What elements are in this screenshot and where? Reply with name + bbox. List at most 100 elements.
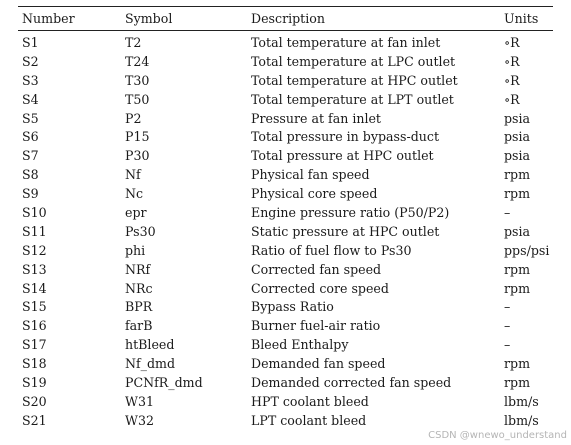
cell-description: Demanded corrected fan speed [251, 375, 452, 391]
table-row: S20 W31 HPT coolant bleed lbm/s [18, 393, 553, 412]
cell-number: S1 [22, 35, 39, 50]
cell-description: HPT coolant bleed [251, 393, 369, 409]
table-row: S3 T30 Total temperature at HPC outlet ∘R [18, 72, 553, 91]
table-row: S16 farB Burner fuel-air ratio – [18, 317, 553, 336]
table-row: S15 BPR Bypass Ratio – [18, 298, 553, 317]
cell-description: Bleed Enthalpy [251, 337, 349, 353]
cell-units: rpm [504, 261, 531, 277]
cell-number: S10 [22, 205, 47, 221]
cell-symbol: W31 [125, 393, 154, 409]
table-row: S7 P30 Total pressure at HPC outlet psia [18, 147, 553, 166]
cell-units: ∘R [504, 91, 520, 107]
cell-description: Total temperature at fan inlet [251, 35, 441, 50]
table-row: S2 T24 Total temperature at LPC outlet ∘R [18, 53, 553, 72]
cell-symbol: htBleed [125, 337, 175, 353]
cell-description: Total temperature at LPT outlet [251, 91, 454, 107]
cell-units: psia [504, 129, 531, 145]
cell-number: S9 [22, 186, 39, 202]
cell-symbol: T24 [125, 53, 150, 69]
cell-number: S8 [22, 167, 39, 183]
cell-number: S15 [22, 299, 47, 315]
cell-symbol: Nc [125, 186, 144, 202]
table-row: S17 htBleed Bleed Enthalpy – [18, 336, 553, 355]
cell-symbol: P15 [125, 129, 150, 145]
cell-description: Ratio of fuel flow to Ps30 [251, 242, 412, 258]
table-row: S6 P15 Total pressure in bypass-duct psia [18, 128, 553, 147]
cell-number: S13 [22, 261, 47, 277]
cell-description: Demanded fan speed [251, 356, 386, 372]
cell-description: Engine pressure ratio (P50/P2) [251, 205, 450, 221]
cell-number: S5 [22, 110, 39, 126]
cell-symbol: P2 [125, 110, 142, 126]
cell-number: S17 [22, 337, 47, 353]
cell-units: rpm [504, 375, 531, 391]
cell-symbol: NRc [125, 280, 153, 296]
cell-units: ∘R [504, 53, 520, 69]
cell-symbol: PCNfR_dmd [125, 375, 203, 391]
cell-units: pps/psi [504, 242, 550, 258]
cell-symbol: BPR [125, 299, 153, 315]
cell-description: Physical core speed [251, 186, 378, 202]
table-row: S8 Nf Physical fan speed rpm [18, 166, 553, 185]
cell-number: S12 [22, 242, 47, 258]
column-header-units: Units [504, 11, 539, 26]
cell-units: – [504, 337, 511, 353]
cell-symbol: Nf_dmd [125, 356, 176, 372]
column-header-description: Description [251, 11, 325, 26]
cell-units: – [504, 318, 511, 334]
table-row: S13 NRf Corrected fan speed rpm [18, 261, 553, 280]
cell-description: LPT coolant bleed [251, 412, 367, 428]
table-row: S1 T2 Total temperature at fan inlet ∘R [18, 34, 553, 53]
table-row: S19 PCNfR_dmd Demanded corrected fan speed… [18, 374, 553, 393]
cell-description: Total temperature at LPC outlet [251, 53, 456, 69]
table-row: S12 phi Ratio of fuel flow to Ps30 pps/psi [18, 242, 553, 261]
cell-symbol: Ps30 [125, 223, 156, 239]
table-row: S11 Ps30 Static pressure at HPC outlet psia [18, 223, 553, 242]
cell-symbol: W32 [125, 412, 154, 428]
cell-number: S11 [22, 223, 47, 239]
table-row: S18 Nf_dmd Demanded fan speed rpm [18, 355, 553, 374]
cell-number: S3 [22, 72, 39, 88]
cell-number: S16 [22, 318, 47, 334]
cell-number: S2 [22, 53, 39, 69]
table-header-rule [18, 30, 553, 31]
cell-units: psia [504, 148, 531, 164]
cell-units: – [504, 299, 511, 315]
cell-description: Total temperature at HPC outlet [251, 72, 458, 88]
cell-number: S21 [22, 412, 47, 428]
column-header-symbol: Symbol [125, 11, 173, 26]
cell-units: – [504, 205, 511, 221]
table-body: S1 T2 Total temperature at fan inlet ∘R S2 T2… [18, 31, 553, 431]
table-row: S10 epr Engine pressure ratio (P50/P2) – [18, 204, 553, 223]
cell-symbol: T50 [125, 91, 150, 107]
table-row: S9 Nc Physical core speed rpm [18, 185, 553, 204]
cell-description: Total pressure at HPC outlet [251, 148, 434, 164]
cell-units: rpm [504, 186, 531, 202]
column-header-number: Number [22, 11, 75, 26]
cell-units: rpm [504, 280, 531, 296]
table-row: S5 P2 Pressure at fan inlet psia [18, 110, 553, 129]
cell-units: psia [504, 223, 531, 239]
cell-symbol: T2 [125, 35, 142, 50]
table-top-rule [18, 6, 553, 7]
watermark: CSDN @wnewo_understand [428, 430, 567, 441]
cell-symbol: phi [125, 242, 146, 258]
table-row: S4 T50 Total temperature at LPT outlet ∘R [18, 91, 553, 110]
table-row: S21 W32 LPT coolant bleed lbm/s [18, 412, 553, 431]
cell-description: Corrected core speed [251, 280, 389, 296]
cell-description: Physical fan speed [251, 167, 370, 183]
cell-units: rpm [504, 167, 531, 183]
cell-units: psia [504, 110, 531, 126]
cell-number: S7 [22, 148, 39, 164]
cell-units: lbm/s [504, 393, 539, 409]
cell-number: S14 [22, 280, 47, 296]
cell-description: Static pressure at HPC outlet [251, 223, 440, 239]
cell-symbol: epr [125, 205, 147, 221]
cell-symbol: NRf [125, 261, 151, 277]
table-row: S14 NRc Corrected core speed rpm [18, 280, 553, 299]
table-header-row: Number Symbol Description Units [18, 7, 553, 30]
cell-number: S19 [22, 375, 47, 391]
cell-units: lbm/s [504, 412, 539, 428]
cell-symbol: Nf [125, 167, 141, 183]
cell-description: Burner fuel-air ratio [251, 318, 381, 334]
